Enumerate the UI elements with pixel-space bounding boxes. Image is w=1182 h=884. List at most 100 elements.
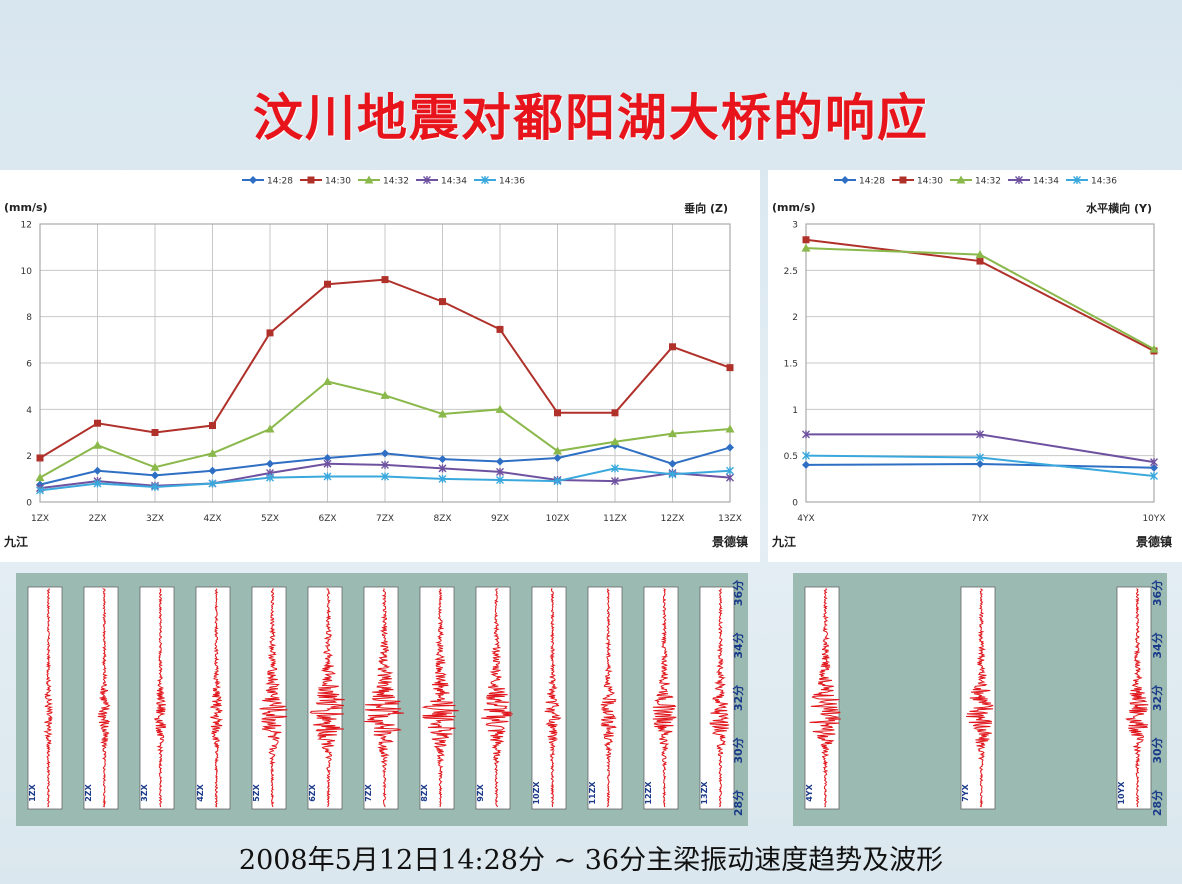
z-y-tick-label: 6: [26, 360, 32, 370]
z-legend-label: 14:28: [267, 177, 293, 187]
y-legend-marker: [956, 175, 966, 184]
y-data-point: [802, 430, 810, 439]
z-data-point: [93, 479, 102, 488]
wz-trace-label: 8ZX: [420, 783, 429, 801]
z-y-tick-label: 12: [21, 221, 32, 231]
z-data-point: [324, 280, 331, 288]
wz-trace-label: 5ZX: [252, 783, 261, 801]
z-data-point: [323, 472, 332, 481]
wz-trace-box: [531, 586, 567, 810]
wz-waveform: [600, 588, 617, 808]
wz-trace-label: 10ZX: [532, 781, 541, 805]
y-x-tick-label: 4YX: [797, 514, 814, 524]
y-data-point: [976, 453, 984, 462]
z-data-point: [495, 404, 505, 413]
wz-time-tick: 30分: [731, 737, 745, 763]
wz-trace-13ZX: 13ZX: [699, 586, 735, 810]
z-data-point: [496, 325, 504, 333]
y-data-point: [1150, 472, 1158, 481]
figure-caption: 2008年5月12日14:28分 ~ 36分主梁振动速度趋势及波形: [238, 845, 944, 876]
wz-waveform: [97, 588, 111, 808]
z-data-point: [35, 473, 45, 482]
wy-trace-box: [804, 586, 840, 810]
z-data-point: [726, 473, 734, 482]
y-data-point: [1150, 463, 1158, 472]
y-y-tick-label: 1.5: [784, 360, 798, 370]
wz-waveform: [709, 588, 730, 808]
wy-waveform: [966, 588, 994, 808]
wy-waveform: [1125, 588, 1149, 808]
z-y-axis-label: (mm/s): [4, 201, 48, 214]
z-legend-label: 14:32: [383, 177, 409, 187]
z-data-point: [496, 457, 504, 466]
wz-trace-7ZX: 7ZX: [363, 586, 404, 810]
wy-trace-7YX: 7YX: [960, 586, 996, 810]
z-data-point: [265, 424, 275, 433]
vertical-chart-panel: 14:28 14:30 14:32 14:34 14:36 0 2 4 6 8 10 12 1ZX 2ZX…: [0, 170, 760, 562]
wz-trace-label: 13ZX: [700, 781, 709, 805]
wz-time-tick: 36分: [731, 580, 745, 606]
z-data-point: [94, 419, 101, 427]
z-data-point: [266, 329, 274, 337]
wz-waveform: [481, 588, 513, 808]
y-series-1432: [801, 243, 1159, 353]
z-data-point: [553, 453, 562, 462]
wy-time-tick: 36分: [1150, 580, 1164, 606]
z-data-point: [381, 449, 389, 458]
z-data-point: [93, 466, 102, 475]
z-series-1430: [36, 276, 734, 462]
y-legend-label: 14:36: [1091, 177, 1117, 187]
wz-trace-10ZX: 10ZX: [531, 586, 567, 810]
wz-trace-label: 11ZX: [588, 781, 597, 805]
wz-waveform: [544, 588, 562, 808]
wz-time-tick: 28分: [731, 790, 745, 816]
y-legend-label: 14:32: [975, 177, 1001, 187]
y-left-end-label: 九江: [771, 534, 796, 549]
z-x-tick-label: 1ZX: [31, 514, 49, 524]
y-legend: 14:28 14:30 14:32 14:34 14:36: [834, 175, 1117, 187]
z-data-point: [438, 474, 447, 483]
wz-trace-box: [139, 586, 175, 810]
y-y-tick-label: 2.5: [784, 267, 798, 277]
page-title: 汶川地震对鄱阳湖大桥的响应: [253, 89, 929, 147]
y-data-point: [802, 451, 810, 460]
z-y-tick-label: 4: [26, 406, 32, 416]
y-x-tick-label: 10YX: [1142, 514, 1165, 524]
wz-time-tick: 34分: [731, 632, 745, 658]
z-data-point: [208, 479, 217, 488]
z-data-point: [726, 364, 734, 372]
wz-waveform: [364, 588, 404, 808]
z-legend: 14:28 14:30 14:32 14:34 14:36: [242, 175, 525, 187]
wy-time-tick: 34分: [1150, 632, 1164, 658]
wz-trace-label: 1ZX: [28, 783, 37, 801]
z-data-point: [151, 429, 159, 436]
wz-trace-box: [307, 586, 343, 810]
wz-trace-box: [195, 586, 231, 810]
wz-trace-box: [419, 586, 455, 810]
y-data-point: [976, 460, 984, 469]
y-data-point: [975, 250, 985, 259]
z-corner-label: 垂向 (Z): [684, 201, 728, 215]
wy-trace-label: 4YX: [805, 783, 814, 801]
wz-waveform: [421, 588, 459, 808]
z-data-point: [553, 446, 562, 455]
z-data-point: [381, 276, 389, 284]
z-data-point: [611, 409, 619, 417]
y-data-point: [802, 460, 810, 469]
z-data-point: [208, 466, 217, 475]
y-corner-label: 水平横向 (Y): [1086, 201, 1152, 215]
z-data-point: [323, 377, 332, 386]
z-x-tick-label: 3ZX: [146, 514, 164, 524]
wy-trace-label: 10YX: [1117, 781, 1126, 805]
y-y-axis-label: (mm/s): [772, 201, 816, 214]
z-legend-marker: [481, 176, 489, 184]
z-plot-frame: [39, 223, 731, 503]
z-x-tick-label: 5ZX: [261, 514, 279, 524]
z-y-tick-label: 2: [26, 452, 32, 462]
z-y-tick-label: 8: [26, 313, 32, 323]
z-x-tick-label: 10ZX: [546, 514, 570, 524]
z-legend-label: 14:36: [499, 177, 525, 187]
wz-trace-label: 12ZX: [644, 781, 653, 805]
y-y-tick-label: 3: [792, 221, 798, 231]
z-data-point: [150, 462, 160, 471]
